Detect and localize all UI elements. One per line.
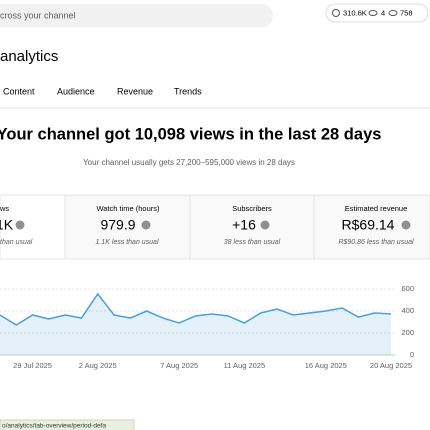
tab[interactable]: Content	[3, 86, 35, 96]
x-tick-label: 20 Aug 2025	[370, 361, 412, 370]
cards-bg	[64, 194, 430, 260]
info-icon[interactable]	[141, 220, 151, 230]
subline: Your channel usually gets 27,200–595,000…	[83, 158, 295, 167]
y-tick-label: 400	[401, 306, 414, 315]
line	[0, 292, 392, 326]
icon	[332, 9, 340, 17]
tab[interactable]: Revenue	[117, 86, 153, 96]
card-note: 1.1K less than usual	[95, 239, 158, 246]
stat: 4	[381, 8, 385, 17]
card-value: +16	[232, 217, 256, 233]
y-tick-label: 600	[401, 284, 414, 293]
tab[interactable]: Trends	[174, 86, 202, 96]
search-text: cross your channel	[0, 10, 76, 20]
card-title: ws	[0, 204, 9, 213]
card-note: than usual	[0, 239, 33, 246]
y-tick-label: 200	[401, 328, 414, 337]
card-title: Subscribers	[232, 204, 272, 213]
status-url: o/analytics/tab-overview/period-defa	[2, 423, 106, 430]
info-icon[interactable]	[401, 220, 411, 230]
card-value: 1K	[0, 217, 14, 233]
x-tick-label: 7 Aug 2025	[160, 361, 198, 370]
icon	[368, 10, 378, 16]
card-title: Estimated revenue	[345, 204, 408, 213]
area-fill	[0, 293, 391, 355]
chart: 0 200 400 600 29 Jul 2025 2 Aug 2025 7 Aug 202…	[0, 284, 414, 370]
x-tick-label: 29 Jul 2025	[13, 361, 52, 370]
status-bar	[0, 419, 135, 430]
x-tick-label: 2 Aug 2025	[79, 361, 117, 370]
x-tick-label: 11 Aug 2025	[224, 361, 266, 370]
stat: 758	[400, 8, 413, 17]
info-icon[interactable]	[260, 220, 270, 230]
page-title: analytics	[0, 48, 58, 65]
card-note: R$90.86 less than usual	[338, 239, 414, 246]
card-title: Watch time (hours)	[96, 204, 160, 213]
card-value: R$69.14	[342, 217, 395, 233]
tab[interactable]: Audience	[57, 86, 95, 96]
headline: Your channel got 10,098 views in the las…	[0, 125, 381, 143]
x-tick-label: 16 Aug 2025	[305, 361, 347, 370]
icon	[388, 10, 398, 16]
y-tick-label: 0	[410, 350, 414, 359]
card-note: 38 less than usual	[224, 239, 281, 246]
stat: 310.6K	[343, 8, 367, 17]
card-value: 979.9	[100, 217, 135, 233]
info-icon[interactable]	[15, 220, 25, 230]
search-box[interactable]	[0, 4, 273, 27]
